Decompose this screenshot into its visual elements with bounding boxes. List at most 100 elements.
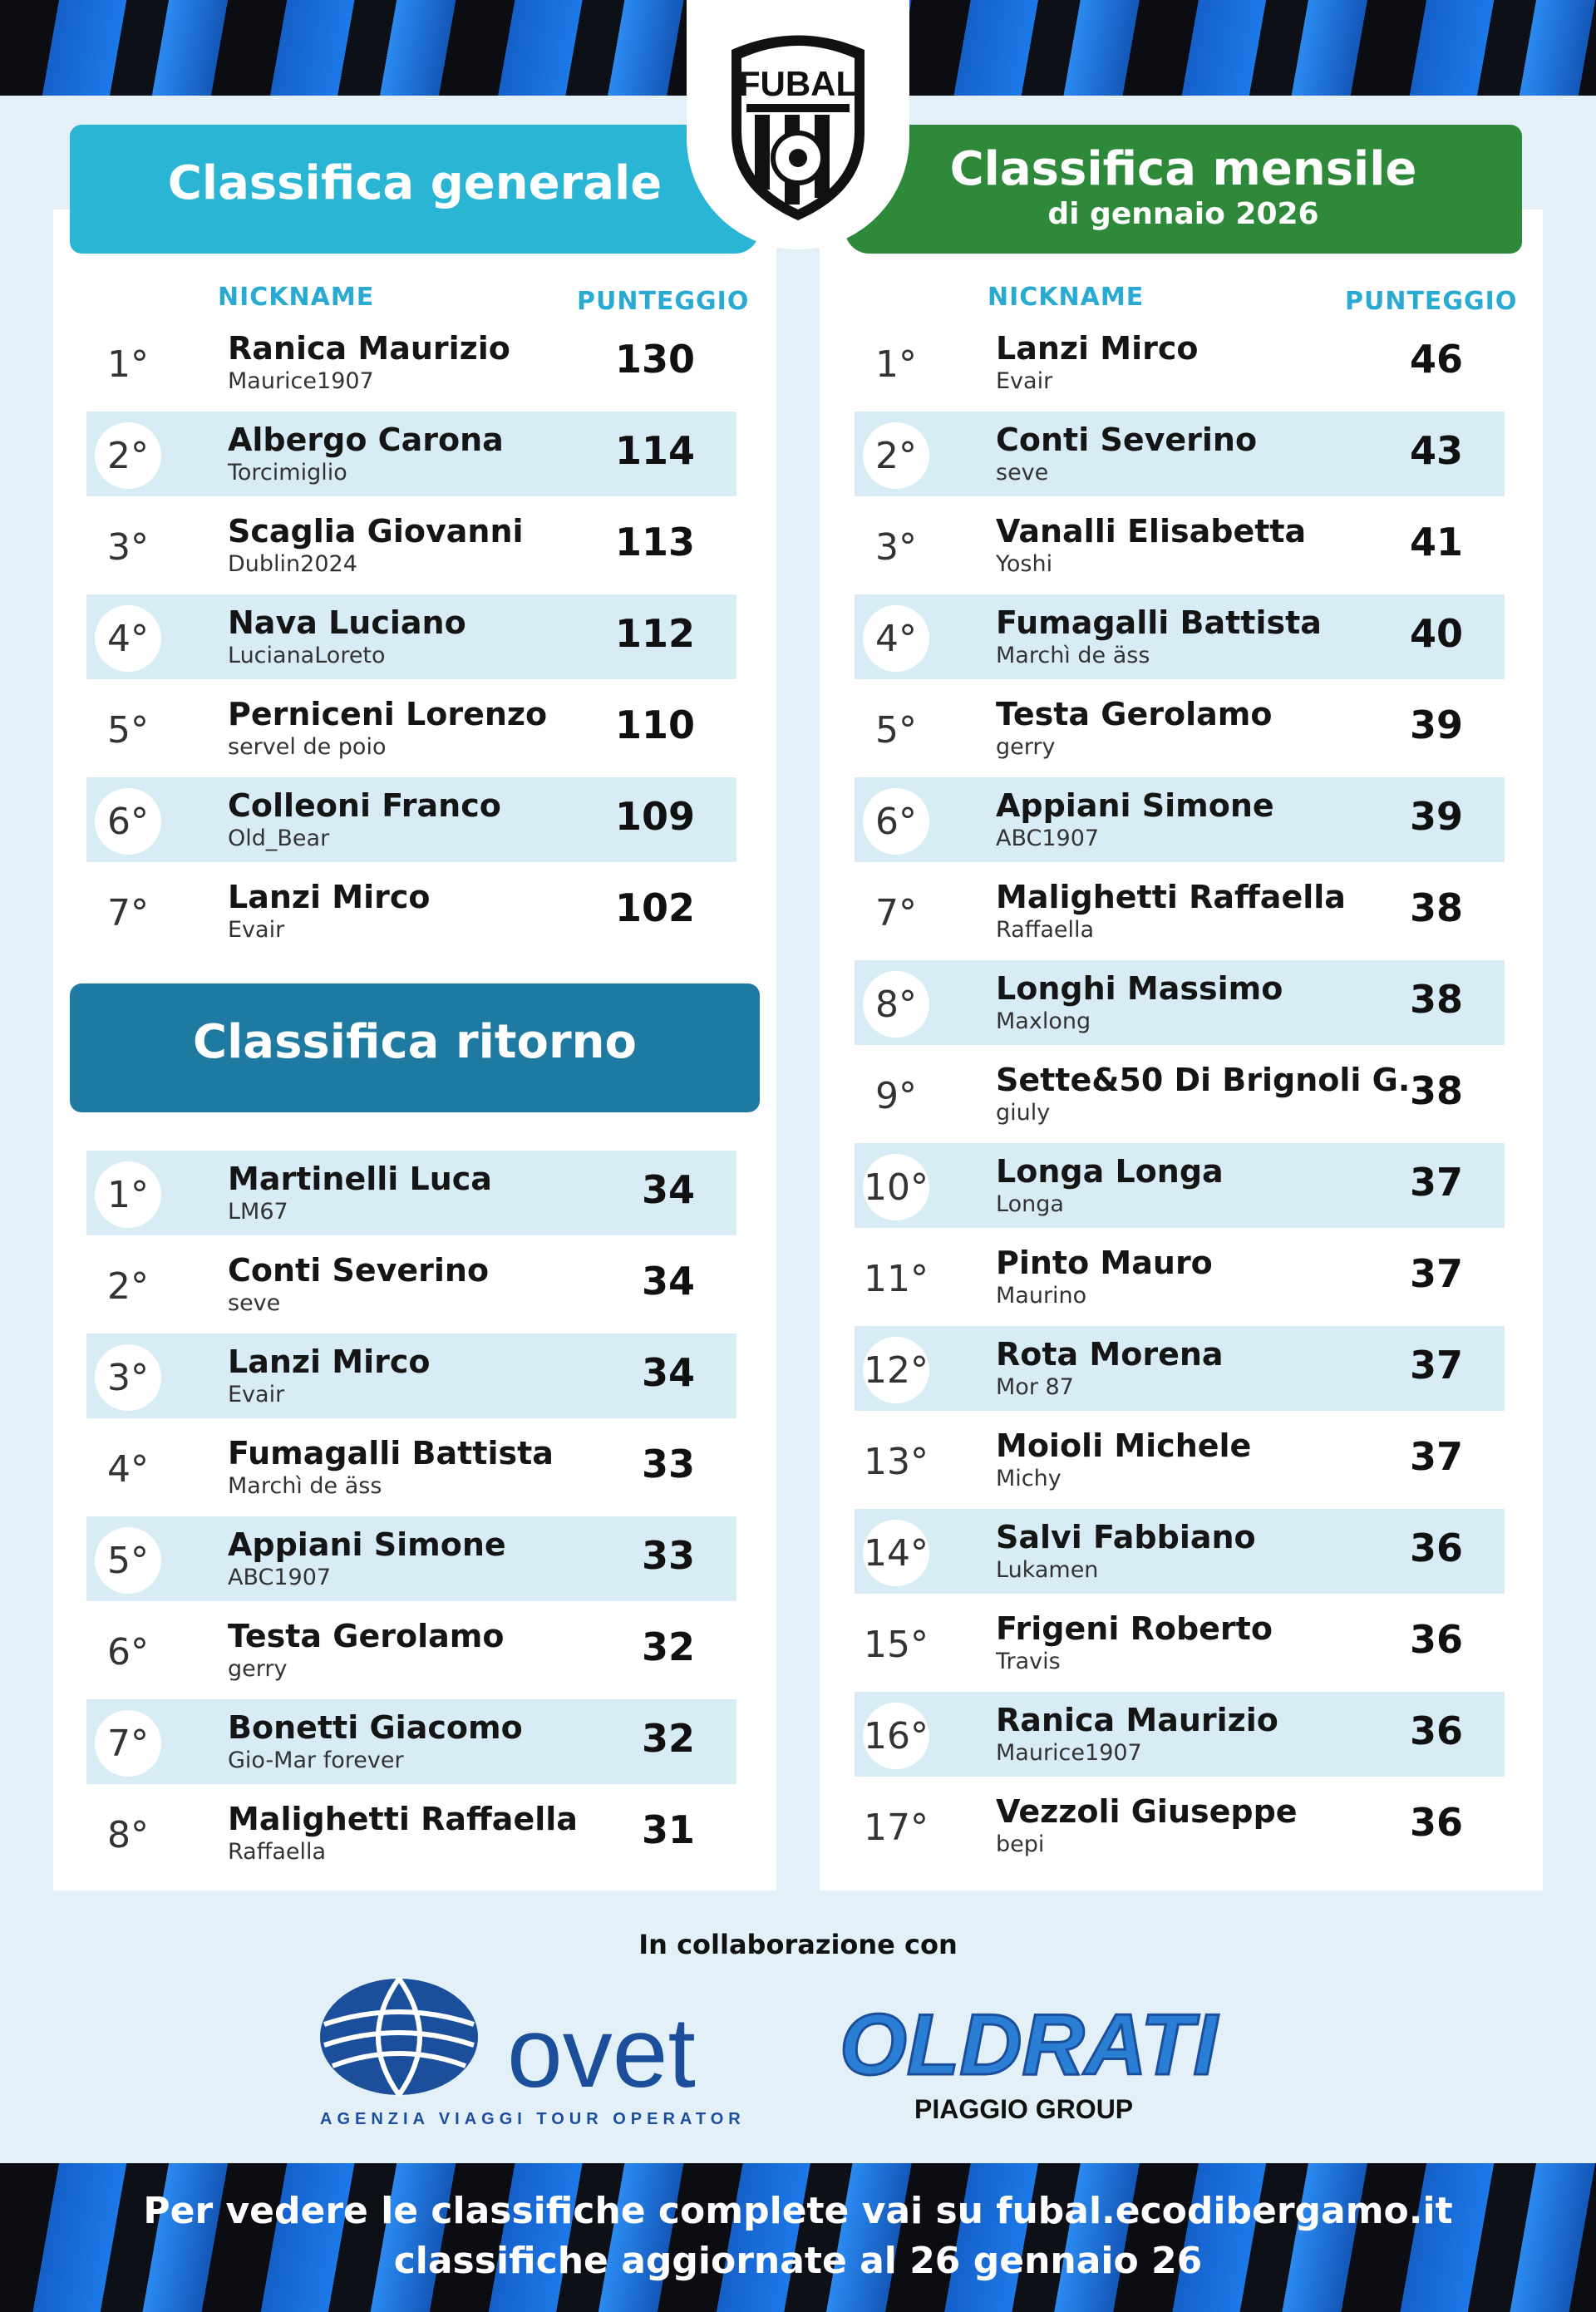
row-nickname: LucianaLoreto <box>228 643 386 668</box>
row-rank: 5° <box>875 708 917 752</box>
row-name: Rota Morena <box>996 1336 1224 1373</box>
row-rank: 5° <box>95 1527 161 1594</box>
row-score: 112 <box>614 611 695 656</box>
footer-line-1: Per vedere le classifiche complete vai s… <box>143 2190 1453 2232</box>
row-name: Pinto Mauro <box>996 1245 1213 1281</box>
row-nickname: Gio-Mar forever <box>228 1748 404 1773</box>
row-nickname: servel de poio <box>228 734 387 760</box>
generale-row: 5° Perniceni Lorenzo servel de poio 110 <box>86 686 736 771</box>
mensile-header: Classifica mensile di gennaio 2026 <box>845 125 1522 254</box>
row-score: 34 <box>641 1167 695 1212</box>
row-nickname: Evair <box>228 917 285 943</box>
row-nickname: Travis <box>996 1649 1061 1674</box>
ritorno-title: Classifica ritorno <box>193 1015 637 1069</box>
row-score: 38 <box>1409 1068 1463 1113</box>
row-nickname: LM67 <box>228 1199 288 1225</box>
mensile-row: 17° Vezzoli Giuseppe bepi 36 <box>855 1783 1505 1868</box>
row-name: Lanzi Mirco <box>228 1343 431 1380</box>
mensile-row: 1° Lanzi Mirco Evair 46 <box>855 320 1505 405</box>
row-nickname: Raffaella <box>996 917 1095 943</box>
oldrati-name: OLDRATI <box>840 1997 1219 2093</box>
row-nickname: Maurice1907 <box>228 368 374 394</box>
row-rank: 6° <box>863 788 929 855</box>
row-name: Vezzoli Giuseppe <box>996 1793 1298 1830</box>
mensile-row: 16° Ranica Maurizio Maurice1907 36 <box>855 1692 1505 1777</box>
row-name: Testa Gerolamo <box>996 696 1273 732</box>
generale-row: 3° Scaglia Giovanni Dublin2024 113 <box>86 503 736 588</box>
row-rank: 15° <box>864 1623 929 1666</box>
row-score: 109 <box>614 794 695 839</box>
row-score: 38 <box>1409 885 1463 930</box>
mensile-row: 2° Conti Severino seve 43 <box>855 412 1505 496</box>
row-rank: 1° <box>875 343 917 386</box>
row-score: 39 <box>1409 794 1463 839</box>
row-score: 38 <box>1409 977 1463 1022</box>
generale-col-nickname: NICKNAME <box>218 283 375 312</box>
ovet-name: ovet <box>507 1997 696 2108</box>
row-score: 36 <box>1409 1526 1463 1570</box>
mensile-title: Classifica mensile <box>949 142 1417 196</box>
mensile-row: 4° Fumagalli Battista Marchì de äss 40 <box>855 594 1505 679</box>
row-nickname: Evair <box>996 368 1053 394</box>
mensile-row: 9° Sette&50 Di Brignoli G. giuly 38 <box>855 1052 1505 1136</box>
row-nickname: Old_Bear <box>228 826 330 851</box>
generale-row: 2° Albergo Carona Torcimiglio 114 <box>86 412 736 496</box>
generale-row: 4° Nava Luciano LucianaLoreto 112 <box>86 594 736 679</box>
fubal-shield-icon: FUBAL <box>732 35 864 220</box>
row-score: 37 <box>1409 1160 1463 1205</box>
row-rank: 1° <box>107 343 149 386</box>
row-score: 32 <box>641 1716 695 1761</box>
generale-col-punteggio: PUNTEGGIO <box>577 287 750 316</box>
row-nickname: ABC1907 <box>996 826 1100 851</box>
row-rank: 2° <box>863 422 929 489</box>
row-rank: 1° <box>95 1161 161 1228</box>
row-nickname: Maurice1907 <box>996 1740 1142 1766</box>
row-nickname: Marchì de äss <box>228 1473 382 1499</box>
row-score: 41 <box>1409 520 1463 564</box>
footer: Per vedere le classifiche complete vai s… <box>0 2186 1596 2286</box>
row-name: Perniceni Lorenzo <box>228 696 548 732</box>
row-name: Lanzi Mirco <box>996 330 1199 367</box>
mensile-row: 13° Moioli Michele Michy 37 <box>855 1417 1505 1502</box>
row-nickname: Lukamen <box>996 1557 1099 1583</box>
row-name: Scaglia Giovanni <box>228 513 524 550</box>
row-name: Malighetti Raffaella <box>228 1801 578 1837</box>
row-rank: 17° <box>864 1806 929 1849</box>
row-name: Lanzi Mirco <box>228 879 431 915</box>
row-nickname: Maxlong <box>996 1008 1091 1034</box>
row-score: 114 <box>614 428 695 473</box>
row-rank: 3° <box>107 525 149 569</box>
row-score: 46 <box>1409 337 1463 382</box>
row-nickname: seve <box>228 1290 281 1316</box>
row-rank: 7° <box>95 1710 161 1777</box>
row-score: 40 <box>1409 611 1463 656</box>
mensile-row: 12° Rota Morena Mor 87 37 <box>855 1326 1505 1411</box>
row-nickname: ABC1907 <box>228 1565 332 1590</box>
row-score: 36 <box>1409 1800 1463 1845</box>
mensile-row: 5° Testa Gerolamo gerry 39 <box>855 686 1505 771</box>
row-name: Martinelli Luca <box>228 1161 492 1197</box>
generale-row: 6° Colleoni Franco Old_Bear 109 <box>86 777 736 862</box>
row-name: Appiani Simone <box>996 787 1274 824</box>
row-nickname: giuly <box>996 1100 1051 1126</box>
mensile-col-punteggio: PUNTEGGIO <box>1345 287 1518 316</box>
mensile-row: 14° Salvi Fabbiano Lukamen 36 <box>855 1509 1505 1594</box>
bottom-stripe-banner <box>0 2163 1596 2312</box>
row-rank: 6° <box>107 1630 149 1674</box>
row-name: Albergo Carona <box>228 421 504 458</box>
row-score: 33 <box>641 1533 695 1578</box>
mensile-row: 3° Vanalli Elisabetta Yoshi 41 <box>855 503 1505 588</box>
ritorno-row: 1° Martinelli Luca LM67 34 <box>86 1151 736 1235</box>
ritorno-header: Classifica ritorno <box>70 983 760 1112</box>
ovet-logo: ovet AGENZIA VIAGGI TOUR OPERATOR <box>316 1974 748 2132</box>
row-rank: 2° <box>95 422 161 489</box>
fubal-logo: FUBAL <box>687 0 909 249</box>
row-nickname: Dublin2024 <box>228 551 357 577</box>
row-nickname: Yoshi <box>996 551 1053 577</box>
row-nickname: bepi <box>996 1831 1045 1857</box>
row-rank: 4° <box>107 1447 149 1491</box>
row-name: Conti Severino <box>228 1252 490 1289</box>
row-rank: 16° <box>863 1703 929 1769</box>
row-rank: 7° <box>107 891 149 934</box>
row-rank: 14° <box>863 1520 929 1586</box>
